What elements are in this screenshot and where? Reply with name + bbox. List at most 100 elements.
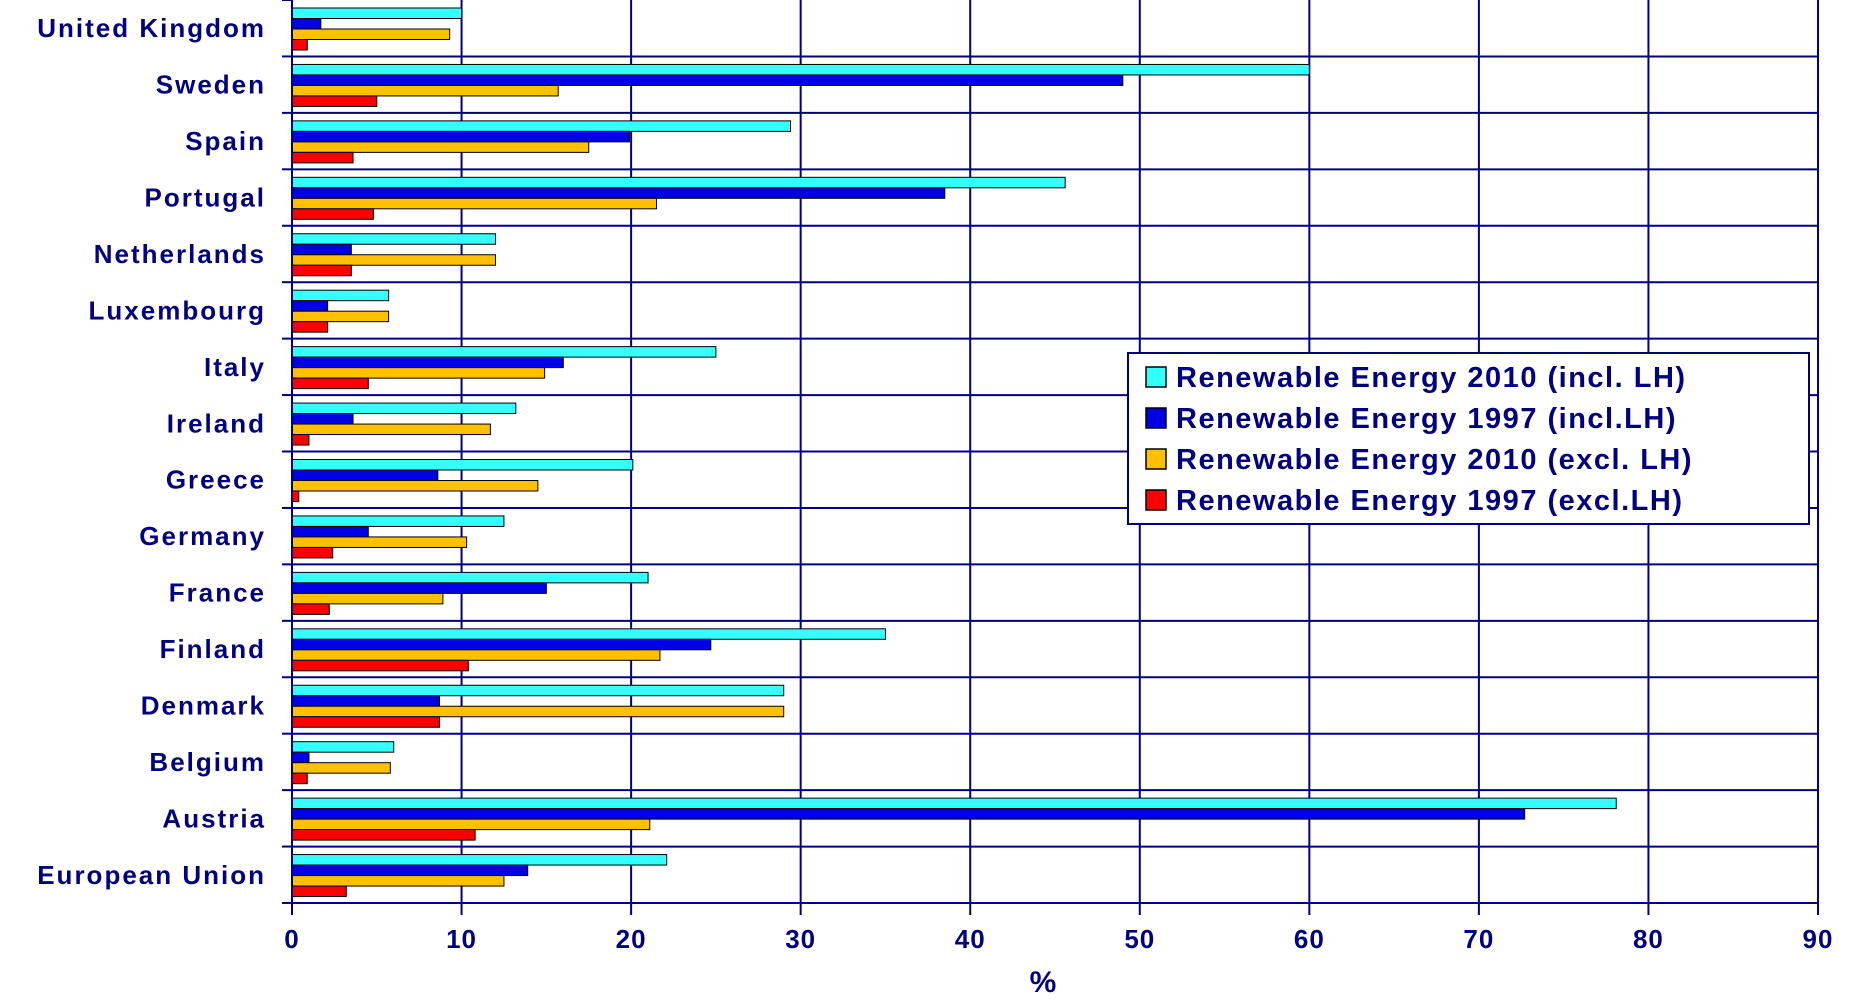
x-tick-label: 70	[1463, 924, 1494, 954]
bar	[291, 751, 310, 764]
bar	[291, 321, 329, 333]
bar	[291, 854, 668, 866]
bar	[291, 829, 476, 841]
x-tick-label: 0	[284, 924, 299, 954]
x-tick-label: 40	[955, 924, 986, 954]
legend-entry: Renewable Energy 2010 (incl. LH)	[1176, 362, 1687, 394]
bar	[291, 741, 395, 753]
bar	[291, 74, 1124, 86]
bar	[291, 649, 661, 661]
bar	[291, 243, 352, 256]
bar	[291, 141, 590, 153]
bar	[291, 151, 354, 164]
bar	[291, 469, 439, 481]
legend-entry: Renewable Energy 1997 (incl.LH)	[1176, 403, 1677, 435]
bar	[291, 18, 322, 30]
bar	[291, 310, 390, 323]
bar	[291, 289, 390, 302]
bar	[291, 603, 330, 615]
bar	[291, 571, 649, 584]
bar	[291, 84, 559, 97]
bar	[291, 659, 469, 672]
bar	[291, 187, 946, 199]
bar	[291, 402, 517, 415]
bar	[291, 515, 505, 527]
bar	[291, 7, 463, 19]
bar	[291, 480, 539, 492]
bar	[291, 264, 352, 277]
plot-frame	[282, 0, 1819, 915]
x-tick-label: 60	[1294, 924, 1325, 954]
bar	[291, 875, 505, 887]
bar	[291, 413, 354, 425]
bar	[291, 536, 468, 548]
x-tick-label: 10	[446, 924, 477, 954]
category-label: Luxembourg	[89, 295, 266, 325]
bar	[291, 592, 444, 605]
category-label: Ireland	[167, 408, 266, 438]
bar	[291, 130, 630, 143]
bar	[291, 638, 712, 651]
category-label: Italy	[204, 352, 266, 382]
category-label: France	[169, 578, 266, 608]
category-label: Portugal	[145, 183, 266, 213]
bar	[291, 695, 441, 707]
legend-swatch	[1145, 407, 1167, 429]
bar	[291, 300, 329, 312]
category-labels: United Kingdom Sweden Spain Portugal Netherl…	[37, 13, 266, 890]
bar	[291, 772, 308, 785]
category-label: Sweden	[156, 70, 266, 100]
bar	[291, 233, 496, 245]
category-label: Germany	[139, 521, 266, 551]
x-tick-label: 90	[1803, 924, 1834, 954]
x-tick-label: 80	[1633, 924, 1664, 954]
legend-entry: Renewable Energy 1997 (excl.LH)	[1176, 485, 1683, 517]
category-label: Spain	[185, 126, 266, 156]
bar	[291, 885, 347, 898]
bar	[291, 705, 785, 718]
bar	[291, 120, 791, 132]
legend-box	[1127, 352, 1810, 525]
bar	[291, 208, 374, 220]
bar	[291, 63, 1310, 76]
category-label: United Kingdom	[37, 13, 266, 43]
bar	[291, 490, 300, 502]
bar	[291, 39, 308, 51]
category-label: Belgium	[149, 747, 266, 777]
category-label: European Union	[37, 860, 266, 890]
category-label: Finland	[160, 634, 266, 664]
bar	[291, 434, 310, 446]
bar	[291, 628, 886, 640]
category-label: Denmark	[141, 690, 266, 720]
legend-swatch	[1145, 448, 1167, 470]
bar	[291, 546, 334, 559]
x-axis-title: %	[1030, 966, 1057, 999]
bar	[291, 176, 1066, 189]
bar	[291, 762, 391, 774]
x-tick-label: 20	[616, 924, 647, 954]
bar	[291, 346, 717, 358]
bar	[291, 423, 491, 436]
bar	[291, 864, 529, 877]
bar	[291, 525, 369, 538]
x-tick-labels: 0 10 20 30 40 50 60 70 80 90	[284, 924, 1834, 954]
x-tick-label: 50	[1124, 924, 1155, 954]
bar	[291, 197, 658, 210]
gridlines	[291, 0, 1819, 903]
bar	[291, 367, 546, 379]
x-tick-label: 30	[785, 924, 816, 954]
bars	[291, 7, 1617, 898]
bar	[291, 818, 651, 831]
legend-swatch	[1145, 489, 1167, 511]
legend: Renewable Energy 2010 (incl. LH) Renewabl…	[1127, 352, 1810, 525]
bar	[291, 716, 441, 728]
legend-swatch	[1145, 366, 1167, 388]
bar	[291, 459, 634, 471]
bar	[291, 95, 378, 107]
legend-entry: Renewable Energy 2010 (excl. LH)	[1176, 444, 1693, 476]
category-label: Netherlands	[94, 239, 266, 269]
bar	[291, 808, 1526, 820]
bar	[291, 582, 547, 594]
bar	[291, 28, 451, 40]
